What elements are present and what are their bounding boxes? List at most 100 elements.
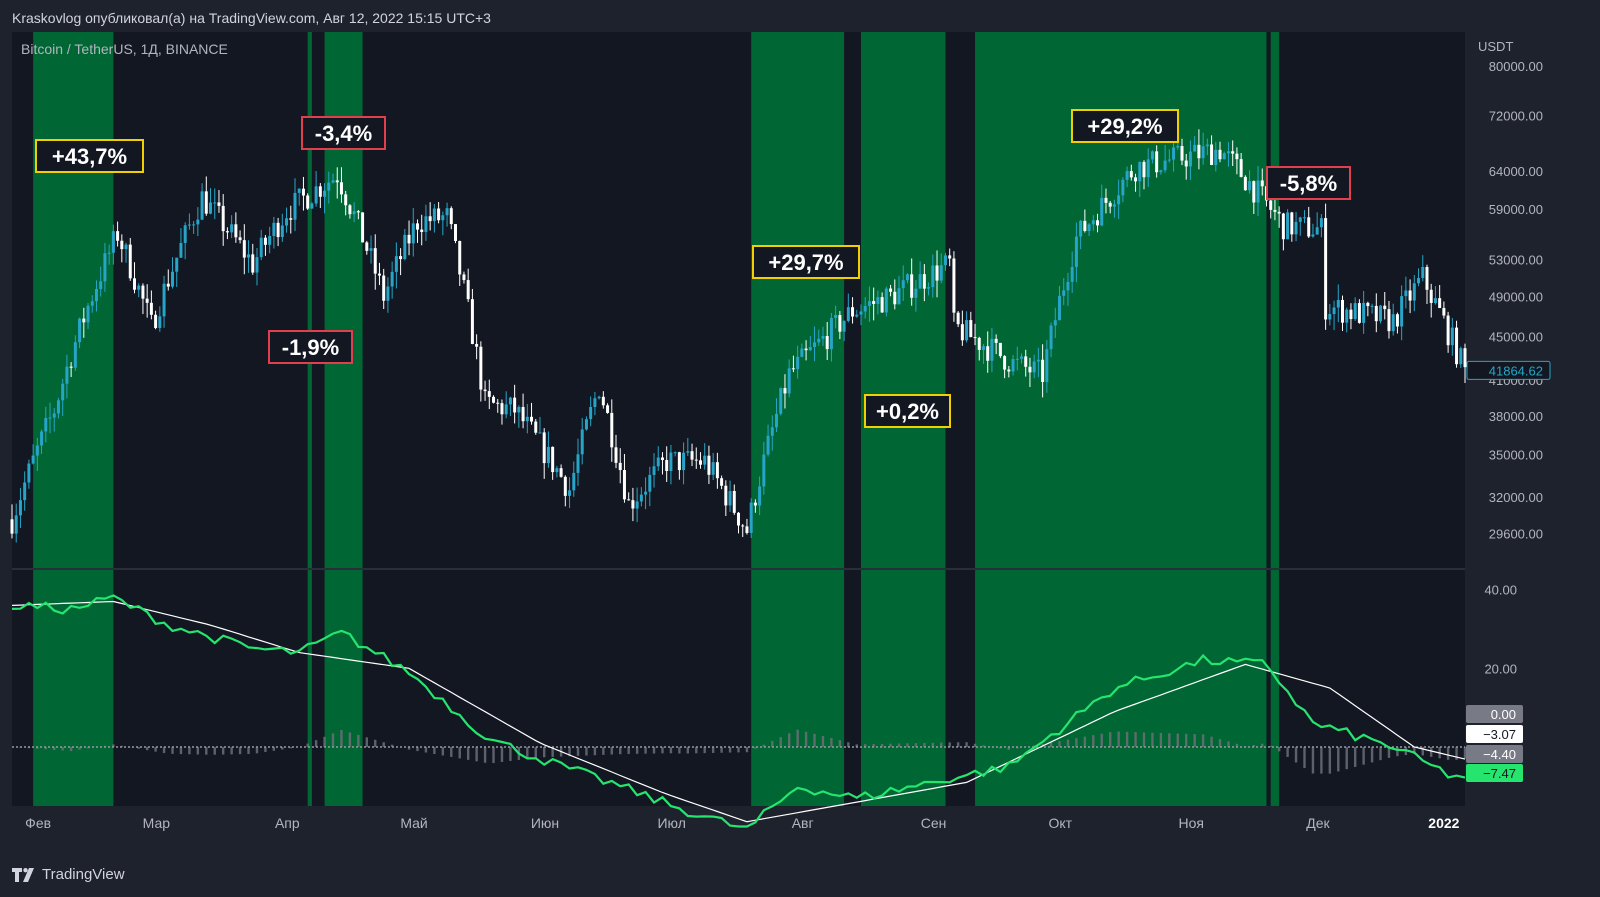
candle [120,234,124,263]
candle [851,297,855,324]
candle-body [339,182,343,195]
histogram-bar [374,739,377,747]
histogram-bar [1210,736,1213,747]
candle [1015,346,1019,371]
candle [44,406,48,443]
candle-body [728,491,732,506]
candle [1096,213,1100,233]
candle-body [1387,309,1391,332]
histogram-bar [914,743,918,747]
candle [1379,305,1383,324]
histogram-bar [627,747,630,755]
histogram-bar [948,742,951,747]
histogram-bar [1277,747,1281,752]
candle [1163,144,1167,173]
candle-body [44,417,48,432]
histogram-bar [1294,747,1298,763]
candle-body [1383,305,1387,310]
candle [859,304,863,326]
candle-body [1345,309,1349,323]
candle-body [466,280,470,300]
candle-body [597,396,601,399]
osc-value-badge: −7.47 [1466,764,1523,782]
candle-body [1201,146,1205,159]
candle [280,213,284,242]
price-tick-label: 45000.00 [1489,329,1543,344]
candle-body [470,299,474,344]
candle-body [1374,305,1378,322]
candle [766,424,770,457]
candle [1041,344,1045,398]
annotation-label: +43,7% [52,144,127,169]
candle-body [1319,218,1323,228]
candle-body [449,208,453,225]
candle-body [665,460,669,471]
candle-body [1450,327,1454,346]
candle [52,407,56,432]
candle-body [956,312,960,325]
candle [694,447,698,469]
candle [1188,140,1192,181]
candle-body [1425,266,1429,290]
histogram-bar [847,742,850,747]
candle-body [344,194,348,206]
candle-body [1332,307,1336,315]
candle-body [500,403,504,415]
candle-body [990,338,994,361]
candle-body [1463,348,1467,368]
candle [399,248,403,276]
candle [1277,206,1281,228]
candle [728,480,732,512]
candle-body [86,305,90,323]
candle [209,188,213,215]
candle-body [766,435,770,455]
candle-body [948,255,952,259]
candle-body [606,405,610,413]
histogram-bar [1235,743,1239,747]
candle-body [1391,314,1395,332]
candle [1003,355,1007,379]
candle-body [132,278,136,290]
candle-body [306,195,310,209]
candle-body [1003,356,1007,370]
histogram-bar [568,747,571,757]
candle-body [23,482,27,501]
candle-body [1197,144,1201,159]
candle-body [141,285,145,299]
candle-body [1366,302,1370,307]
candle-body [1036,359,1040,362]
annotation-label: -1,9% [282,335,339,360]
histogram-bar [728,747,732,753]
candle-body [825,335,829,350]
candle [137,283,141,298]
candle [449,206,453,230]
price-tick-label: 53000.00 [1489,253,1543,268]
candle [301,176,305,211]
candle-body [1429,289,1433,303]
histogram-bar [830,738,833,747]
candle [1205,138,1209,156]
candle [910,258,914,306]
histogram-bar [357,734,360,747]
candle [420,214,424,246]
histogram-bar [1108,732,1112,747]
candle [775,398,779,433]
candle [1138,161,1142,198]
candle [1442,301,1446,319]
candle-body [821,335,825,339]
time-tick-label: Июл [657,815,685,831]
candle [753,499,757,513]
candle [986,331,990,373]
histogram-bar [179,747,183,755]
time-tick-label: Дек [1306,815,1330,831]
histogram-bar [551,747,554,757]
candle-body [627,499,631,501]
candle-body [1459,348,1463,365]
candle [335,167,339,199]
candle [1108,200,1112,214]
candle [517,405,521,428]
tradingview-brand[interactable]: TradingView [12,866,125,883]
candle [783,374,787,409]
candle [572,461,576,497]
